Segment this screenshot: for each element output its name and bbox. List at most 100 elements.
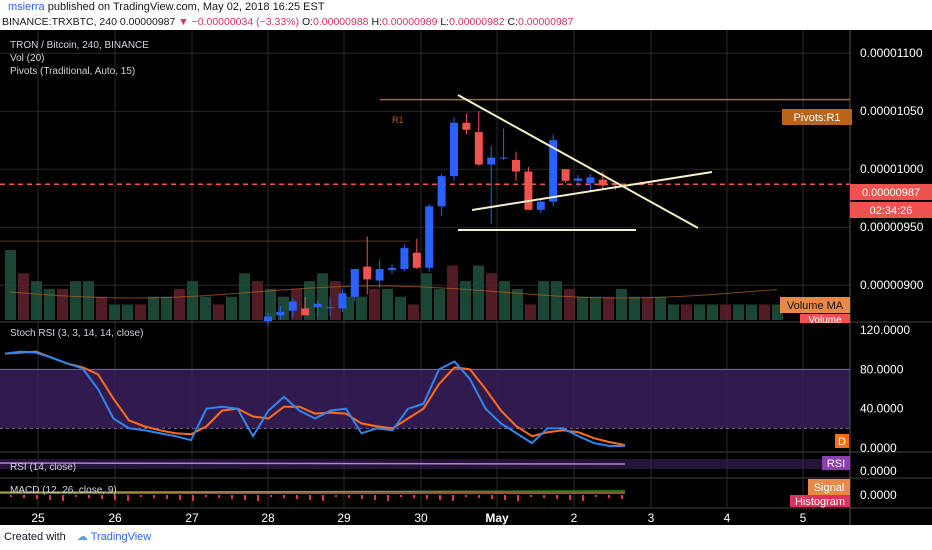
candle-body (512, 159, 520, 172)
volume-bar (304, 281, 315, 320)
volume-bar (395, 296, 406, 320)
candle-body (425, 206, 434, 268)
candle-body (524, 171, 533, 210)
candle-body (388, 267, 396, 271)
macd-histogram-bar (491, 495, 493, 499)
pivot-r1-label: R1 (392, 115, 404, 125)
candle-body (561, 169, 570, 181)
volume-bar (551, 281, 562, 320)
macd-histogram-bar (283, 495, 285, 498)
macd-histogram-bar (595, 495, 597, 497)
author-link[interactable]: msierra (8, 1, 45, 13)
volume-bar (577, 296, 588, 320)
low-value: 0.00000982 (449, 16, 505, 28)
macd-histogram-bar (543, 495, 545, 498)
volume-bar (44, 288, 55, 320)
volume-bar (525, 304, 536, 320)
price-change: ▼ −0.00000034 (−3.33%) (178, 16, 300, 28)
stoch-tick-label: 40.0000 (860, 402, 904, 416)
price-tick-label: 0.00001100 (860, 46, 923, 60)
volume-bar (616, 288, 627, 320)
candle-body (499, 157, 508, 159)
volume-bar (746, 304, 757, 320)
last-price-badge (850, 184, 932, 200)
volume-bar (148, 296, 159, 320)
stoch-d-label: D (838, 436, 846, 448)
macd-histogram-bar (426, 495, 428, 499)
macd-histogram-bar (348, 495, 350, 498)
candle-body (301, 308, 310, 316)
chart-area[interactable]: 0.00001100 0.00001050 0.00001000 0.00000950… (0, 30, 932, 525)
pivot-levels (0, 98, 850, 242)
candle-body (326, 307, 334, 309)
time-tick-label: 25 (31, 511, 45, 525)
macd-histogram-bar (166, 495, 168, 499)
time-axis: 25 26 27 28 29 30 May 2 3 4 5 (31, 511, 806, 525)
countdown-badge (850, 202, 932, 218)
volume-bar (213, 304, 224, 320)
macd-histogram-bar (556, 495, 558, 499)
high-value: 0.00000989 (381, 16, 438, 28)
volume-bar (31, 281, 42, 320)
volume-bar (200, 296, 211, 320)
time-tick-label: 5 (800, 511, 807, 525)
stoch-d-badge (835, 434, 849, 448)
volume-ma-badge (780, 297, 850, 313)
time-tick-label: 26 (108, 511, 122, 525)
stoch-tick-label: 0.0000 (860, 441, 897, 455)
volume-bar (343, 296, 354, 320)
candle-body (276, 311, 285, 316)
volume-bar (18, 273, 29, 320)
signal-label: Signal (814, 482, 845, 494)
rsi-line (0, 462, 626, 465)
macd-histogram-bar (270, 495, 272, 497)
volume-bar (772, 304, 783, 320)
publish-bar: msierra published on TradingView.com, Ma… (0, 0, 932, 14)
close-label: C: (507, 16, 519, 28)
descending-trendline (457, 94, 699, 229)
signal-badge (808, 479, 850, 495)
macd-histogram-bar (309, 495, 311, 500)
volume-label: Volume (808, 315, 842, 326)
macd-histogram-bar (569, 495, 571, 500)
candle-body (288, 301, 297, 311)
macd-histogram-bar (244, 495, 246, 500)
volume-bar (564, 288, 575, 320)
volume-bar (460, 281, 471, 320)
volume-bar (694, 304, 705, 320)
candle-body (437, 176, 446, 207)
histogram-badge (790, 495, 850, 507)
candle-body (574, 178, 582, 181)
price-tick-label: 0.00001050 (860, 104, 924, 118)
candles (264, 111, 620, 326)
candle-body (549, 140, 558, 202)
macd-histogram-bar (23, 495, 25, 498)
volume-bar (109, 304, 120, 320)
candle-body (487, 157, 496, 165)
macd-histogram-bar (205, 495, 207, 497)
tradingview-logo-icon: ☁ (76, 531, 88, 543)
macd-histogram-bar (335, 495, 337, 497)
symbol-line: BINANCE:TRXBTC, 240 (2, 16, 117, 28)
volume-bar (330, 281, 341, 320)
volume-bar (707, 304, 718, 320)
time-tick-label: 4 (724, 511, 731, 525)
volume-bar (5, 250, 16, 320)
macd-histogram-bar (322, 495, 324, 501)
macd-histogram-bar (439, 495, 441, 500)
volume-bar (317, 273, 328, 320)
macd-histogram-bar (608, 495, 610, 498)
candle-body (375, 268, 384, 281)
macd-histogram-bar (387, 495, 389, 501)
rsi-legend: RSI (14, close) (10, 462, 76, 473)
macd-histogram-bar (140, 495, 142, 497)
volume-bar (499, 281, 510, 320)
chart-svg[interactable]: 0.00001100 0.00001050 0.00001000 0.00000950… (0, 30, 932, 525)
last-price: 0.00000987 (119, 16, 176, 28)
volume-bar (382, 288, 393, 320)
volume-bar (187, 281, 198, 320)
tradingview-link[interactable]: TradingView (90, 531, 152, 543)
candle-body (598, 179, 607, 186)
candle-body (338, 293, 347, 309)
volume-bar (174, 288, 185, 320)
